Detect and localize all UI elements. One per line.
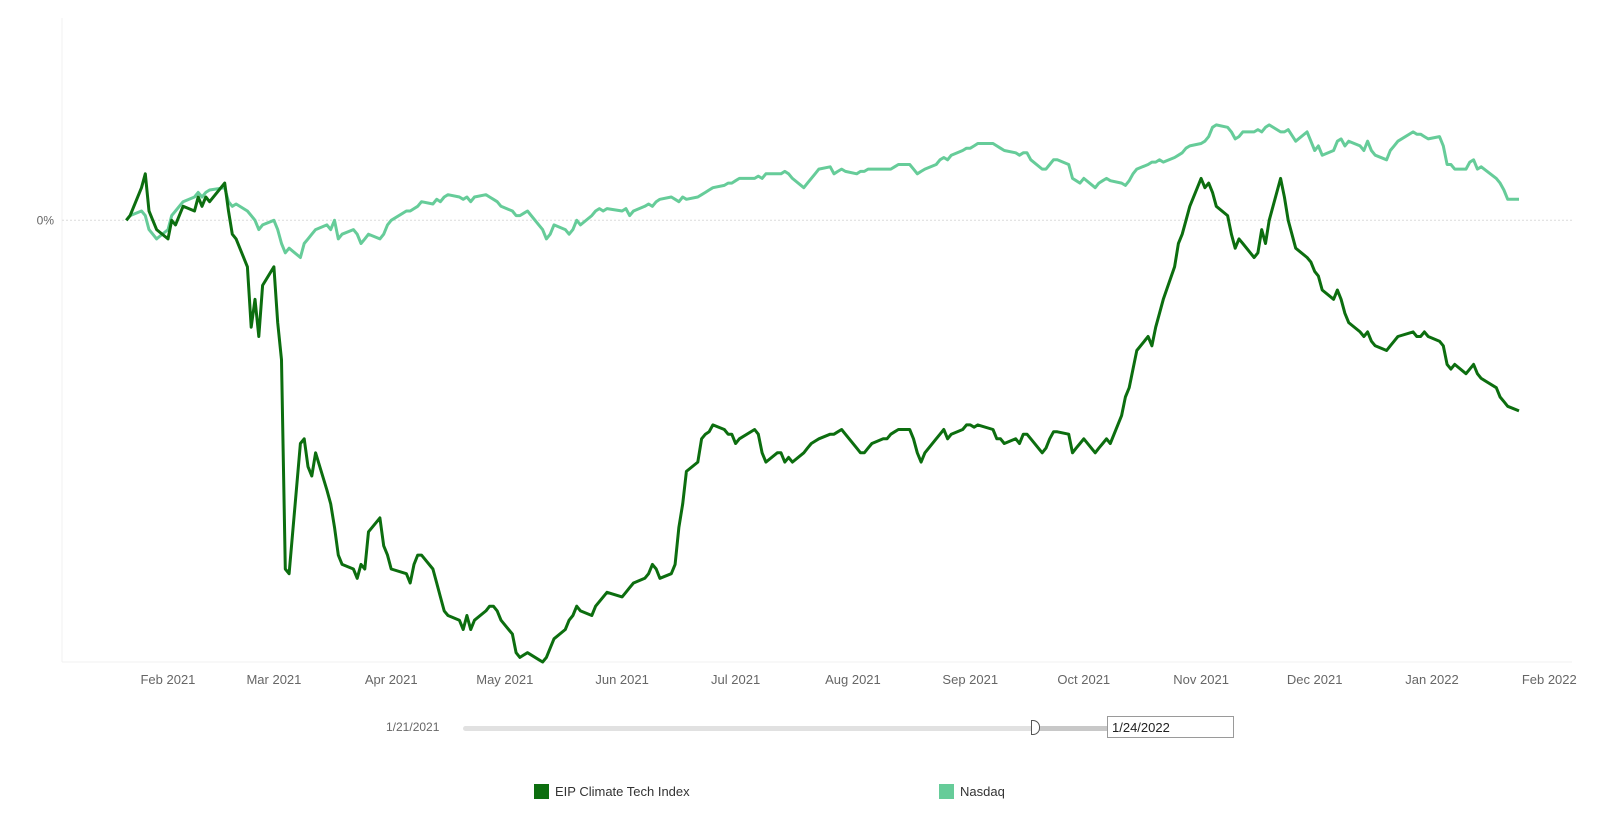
x-tick-label: Mar 2021 <box>246 672 301 687</box>
range-slider-handle[interactable] <box>1031 720 1040 735</box>
legend-item-nasdaq[interactable]: Nasdaq <box>939 784 1005 799</box>
series-line-eip-climate-tech-index <box>125 172 1520 664</box>
x-tick-label: Sep 2021 <box>942 672 998 687</box>
legend-item-eip[interactable]: EIP Climate Tech Index <box>534 784 690 799</box>
x-axis-ticks: Feb 2021 Mar 2021 Apr 2021 May 2021 Jun 2021… <box>140 672 1576 687</box>
legend-label-eip: EIP Climate Tech Index <box>555 784 690 799</box>
x-tick-label: Dec 2021 <box>1287 672 1343 687</box>
range-slider-track[interactable] <box>463 726 1108 731</box>
x-tick-label: Aug 2021 <box>825 672 881 687</box>
series-line-nasdaq <box>125 123 1519 259</box>
plot-area <box>62 18 1572 670</box>
x-tick-label: Nov 2021 <box>1173 672 1229 687</box>
x-tick-label: Feb 2022 <box>1522 672 1577 687</box>
x-tick-label: May 2021 <box>476 672 533 687</box>
legend-swatch-nasdaq <box>939 784 954 799</box>
x-tick-label: Oct 2021 <box>1057 672 1110 687</box>
y-tick-label: 0% <box>37 213 55 227</box>
legend-swatch-eip <box>534 784 549 799</box>
range-start-label: 1/21/2021 <box>386 720 440 734</box>
x-tick-label: Jun 2021 <box>595 672 649 687</box>
x-tick-label: Apr 2021 <box>365 672 418 687</box>
x-tick-label: Jan 2022 <box>1405 672 1459 687</box>
legend-label-nasdaq: Nasdaq <box>960 784 1005 799</box>
series-lines <box>125 123 1520 664</box>
range-slider-fill <box>1036 726 1108 731</box>
x-tick-label: Jul 2021 <box>711 672 760 687</box>
x-tick-label: Feb 2021 <box>140 672 195 687</box>
line-chart: 0% Feb 2021 Mar 2021 Apr 2021 May 2021 Jun 2… <box>37 18 1577 687</box>
range-end-input[interactable] <box>1107 716 1234 738</box>
